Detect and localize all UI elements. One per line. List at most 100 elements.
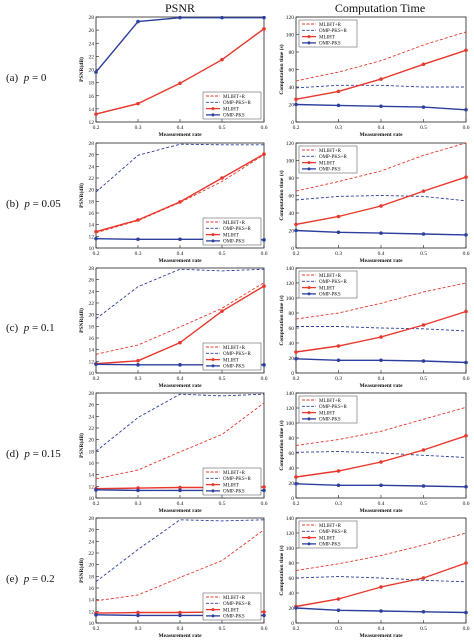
y-tick-label: 26 <box>89 28 95 34</box>
data-point <box>421 323 426 327</box>
y-tick-label: 120 <box>286 406 295 412</box>
y-tick-label: 20 <box>289 481 295 487</box>
legend-marker <box>211 107 215 111</box>
y-tick-label: 14 <box>89 223 95 229</box>
y-tick-label: 10 <box>89 621 95 627</box>
panel-psnr-d: 0.2 0.3 0.4 0.5 0.6 10 12 14 16 18 20 22 24 26 28 Measu… <box>78 391 268 514</box>
y-tick-label: 24 <box>89 164 95 170</box>
x-tick-label: 0.2 <box>293 125 300 131</box>
x-tick-label: 0.3 <box>135 251 142 257</box>
y-tick-label: 22 <box>89 176 95 182</box>
y-tick-label: 28 <box>89 266 95 272</box>
y-axis-label: Computation time (s) <box>278 420 285 470</box>
data-point <box>178 610 182 615</box>
y-tick-label: 40 <box>289 466 295 472</box>
data-point <box>336 89 341 94</box>
y-tick-label: 24 <box>89 41 95 47</box>
data-point <box>262 27 266 31</box>
legend-marker <box>307 286 311 290</box>
x-tick-label: 0.5 <box>219 501 226 507</box>
y-tick-label: 24 <box>89 289 95 295</box>
legend-label: MLIHT <box>319 411 335 416</box>
data-point <box>136 19 140 24</box>
legend-label: OMP-PKS+R <box>319 530 347 535</box>
data-point <box>136 218 140 222</box>
y-tick-label: 16 <box>89 461 95 467</box>
y-axis-label: Computation time (s) <box>278 44 285 94</box>
y-tick-label: 0 <box>291 120 294 126</box>
series-line-omp-pks-r <box>95 143 264 193</box>
data-point <box>464 233 468 237</box>
legend-label: MLIHT+R <box>319 149 342 154</box>
data-point <box>94 488 98 492</box>
y-tick-label: 60 <box>289 194 295 200</box>
y-tick-label: 60 <box>289 576 295 582</box>
legend-label: OMP-PKS <box>319 293 341 298</box>
data-point <box>178 340 182 345</box>
x-tick-label: 0.5 <box>219 376 226 382</box>
x-axis-label: Measurement rate <box>359 633 403 639</box>
legend-marker <box>211 483 215 487</box>
legend-label: OMP-PKS <box>223 114 245 119</box>
y-tick-label: 20 <box>289 103 295 109</box>
data-point <box>421 484 426 488</box>
legend-label: OMP-PKS <box>223 490 245 495</box>
data-point <box>136 613 140 618</box>
data-point <box>262 284 266 288</box>
x-tick-label: 0.3 <box>135 501 142 507</box>
y-tick-label: 100 <box>286 33 295 39</box>
legend-label: OMP-PKS <box>319 418 341 423</box>
series-line-mliht <box>295 176 467 226</box>
data-point <box>336 230 341 235</box>
data-point <box>262 152 266 156</box>
x-tick-label: 0.4 <box>378 125 385 131</box>
series-line-mliht-r <box>95 282 265 355</box>
data-point <box>464 309 468 314</box>
legend-label: MLIHT+R <box>223 221 246 226</box>
series-line-omp-pks-r <box>295 451 467 458</box>
legend-marker <box>211 614 215 618</box>
data-point <box>262 238 266 242</box>
y-tick-label: 20 <box>289 606 295 612</box>
y-tick-label: 22 <box>89 426 95 432</box>
y-tick-label: 26 <box>89 278 95 284</box>
data-point <box>294 356 298 361</box>
x-tick-label: 0.6 <box>261 125 268 131</box>
x-tick-label: 0.2 <box>93 501 100 507</box>
panel-psnr-c: 0.2 0.3 0.4 0.5 0.6 10 12 14 16 18 20 22 24 26 28 Measu… <box>78 266 268 389</box>
series-line-mliht-r <box>295 31 467 82</box>
legend-label: OMP-PKS <box>223 365 245 370</box>
x-tick-label: 0.5 <box>219 125 226 131</box>
data-point <box>421 105 426 109</box>
series-line-omp-pks-r <box>95 519 265 582</box>
data-point <box>136 358 140 363</box>
data-point <box>379 204 383 208</box>
legend-marker <box>307 161 311 165</box>
y-tick-label: 20 <box>289 356 295 362</box>
x-tick-label: 0.4 <box>378 501 385 507</box>
legend-label: OMP-PKS+R <box>223 477 251 482</box>
legend-marker <box>307 411 311 415</box>
data-point <box>136 488 140 493</box>
legend-label: MLIHT+R <box>319 23 342 28</box>
legend-label: OMP-PKS+R <box>223 227 251 232</box>
y-tick-label: 18 <box>89 199 95 205</box>
series-line-mliht <box>295 310 467 353</box>
y-tick-label: 16 <box>89 211 95 217</box>
x-tick-label: 0.6 <box>261 501 268 507</box>
row-label-c: (c) p = 0.1 <box>6 322 55 334</box>
y-tick-label: 28 <box>89 141 95 147</box>
legend-label: MLIHT+R <box>319 274 342 279</box>
legend-label: MLIHT <box>319 35 335 40</box>
data-point <box>421 189 426 193</box>
x-tick-label: 0.6 <box>261 376 268 382</box>
x-tick-label: 0.3 <box>335 376 342 382</box>
y-tick-label: 24 <box>89 539 95 545</box>
y-tick-label: 10 <box>89 371 95 377</box>
data-point <box>464 561 468 565</box>
y-tick-label: 26 <box>89 153 95 159</box>
legend-label: MLIHT <box>223 107 239 112</box>
